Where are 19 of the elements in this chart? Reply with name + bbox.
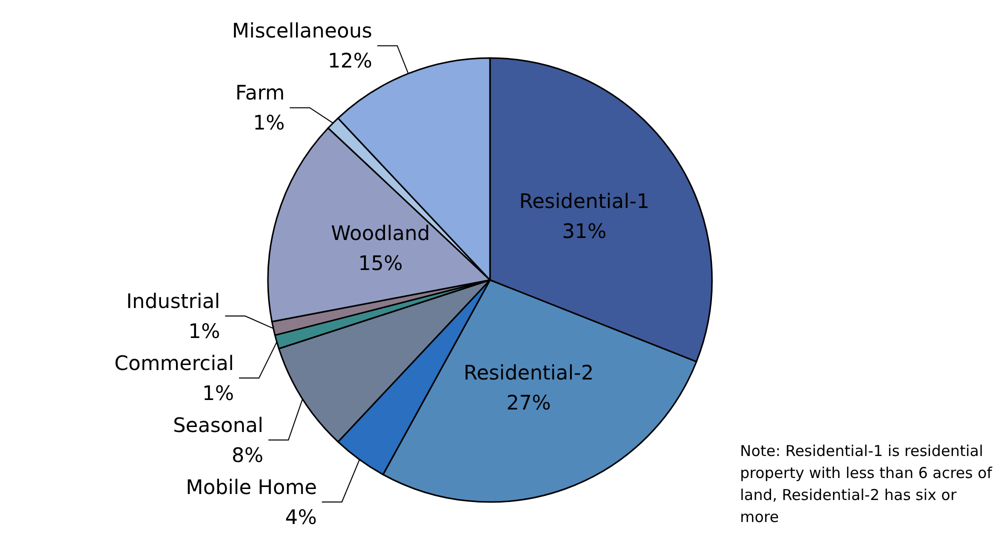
data-label: 15% [358,251,403,276]
data-label: 1% [202,381,234,405]
text: Note: Residential-1 is residential property with less than 6 acres of land, Residential-2 has six or more [740,441,994,528]
data-label: 1% [188,319,220,343]
slice-label: Commercial [114,351,234,375]
data-label: 4% [285,505,317,529]
data-label: 1% [252,110,285,135]
slice-label: Industrial [126,289,220,313]
data-label: 12% [328,48,372,73]
data-label: 27% [506,390,551,414]
slice-label: Farm [235,80,285,105]
slice-label: Residential-1 [519,188,650,213]
slice-label: Mobile Home [186,475,317,499]
slice-label: Miscellaneous [232,18,372,43]
slice-label: Woodland [331,221,430,246]
slice-label: Residential-2 [464,360,594,384]
slice-label: Seasonal [172,413,264,437]
data-label: 31% [562,218,607,243]
data-label: 8% [232,443,264,467]
